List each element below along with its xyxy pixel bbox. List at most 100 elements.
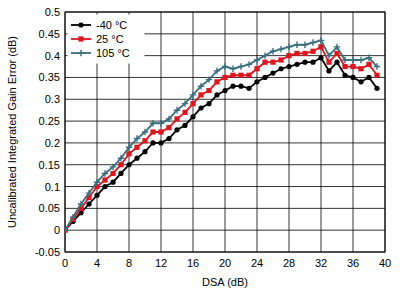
x-tick-label: 32: [315, 257, 327, 269]
data-point: [358, 79, 363, 84]
y-tick-label: 0.15: [39, 159, 60, 171]
x-grid-line: [257, 12, 258, 252]
data-point: [174, 107, 180, 113]
y-tick-label: 0.5: [45, 6, 60, 18]
data-point: [254, 66, 259, 71]
data-point: [158, 129, 163, 134]
data-point: [334, 60, 339, 65]
data-point: [270, 48, 276, 54]
data-point: [262, 60, 267, 65]
x-tick-label: 20: [219, 257, 231, 269]
data-point: [278, 57, 283, 62]
data-point: [238, 84, 243, 89]
data-point: [190, 114, 195, 119]
data-point: [374, 73, 379, 78]
x-tick-label: 4: [94, 257, 100, 269]
y-tick-label: 0.4: [45, 50, 60, 62]
data-point: [110, 180, 115, 185]
data-point: [262, 75, 267, 80]
data-point: [342, 73, 347, 78]
data-point: [294, 51, 299, 56]
legend-background: [68, 15, 144, 63]
data-point: [126, 144, 132, 150]
data-point: [222, 88, 227, 93]
data-point: [94, 179, 100, 185]
data-point: [310, 60, 315, 65]
data-point: [294, 62, 299, 67]
data-point: [158, 120, 164, 126]
data-point: [102, 184, 107, 189]
x-tick-label: 28: [283, 257, 295, 269]
data-point: [134, 145, 139, 150]
data-point: [142, 138, 147, 143]
data-point: [310, 39, 316, 45]
data-point: [182, 123, 187, 128]
data-point: [94, 193, 99, 198]
data-point: [230, 84, 235, 89]
data-point: [326, 60, 331, 65]
legend-label: 25 °C: [96, 33, 124, 45]
data-point: [134, 156, 139, 161]
data-point: [366, 55, 372, 61]
data-point: [206, 101, 211, 106]
chart-container: -0.0500.050.10.150.20.250.30.350.40.450.…: [0, 0, 407, 298]
data-point: [182, 100, 188, 106]
data-point: [118, 171, 123, 176]
data-point: [318, 37, 324, 43]
x-grid-line: [225, 12, 226, 252]
data-point: [342, 57, 348, 63]
data-point: [246, 73, 251, 78]
x-tick-label: 16: [187, 257, 199, 269]
data-point: [214, 79, 219, 84]
y-tick-label: 0.3: [45, 93, 60, 105]
x-tick-label: 40: [379, 257, 391, 269]
legend-marker: [78, 50, 84, 56]
data-point: [342, 64, 347, 69]
y-axis-label: Uncalibrated Integrated Gain Error (dB): [6, 36, 18, 228]
data-point: [350, 75, 355, 80]
data-point: [254, 57, 260, 63]
data-point: [102, 177, 107, 182]
data-point: [318, 55, 323, 60]
x-grid-line: [353, 12, 354, 252]
data-point: [294, 42, 300, 48]
data-point: [102, 170, 108, 176]
x-grid-line: [193, 12, 194, 252]
data-point: [286, 64, 291, 69]
data-point: [302, 51, 307, 56]
data-point: [182, 110, 187, 115]
x-tick-label: 36: [347, 257, 359, 269]
y-tick-label: 0.45: [39, 28, 60, 40]
x-tick-label: 0: [62, 257, 68, 269]
data-point: [214, 68, 220, 74]
data-point: [334, 44, 340, 50]
x-tick-label: 12: [155, 257, 167, 269]
data-point: [150, 129, 155, 134]
data-point: [86, 190, 92, 196]
data-point: [206, 76, 212, 82]
legend-marker: [78, 36, 83, 41]
data-point: [358, 57, 364, 63]
y-tick-label: 0.2: [45, 137, 60, 149]
data-point: [238, 63, 244, 69]
data-point: [214, 92, 219, 97]
x-tick-label: 24: [251, 257, 263, 269]
data-point: [222, 63, 228, 69]
data-point: [278, 46, 284, 52]
data-point: [198, 92, 203, 97]
data-point: [118, 155, 124, 161]
data-point: [110, 171, 115, 176]
data-point: [78, 201, 84, 207]
data-point: [254, 79, 259, 84]
data-point: [374, 86, 379, 91]
x-axis-label: DSA (dB): [202, 276, 248, 288]
data-point: [286, 53, 291, 58]
data-point: [206, 88, 211, 93]
data-point: [174, 127, 179, 132]
data-point: [126, 162, 131, 167]
data-point: [270, 70, 275, 75]
data-point: [326, 52, 332, 58]
y-tick-label: 0.25: [39, 115, 60, 127]
chart-svg: -0.0500.050.10.150.20.250.30.350.40.450.…: [0, 0, 407, 298]
data-point: [86, 201, 91, 206]
